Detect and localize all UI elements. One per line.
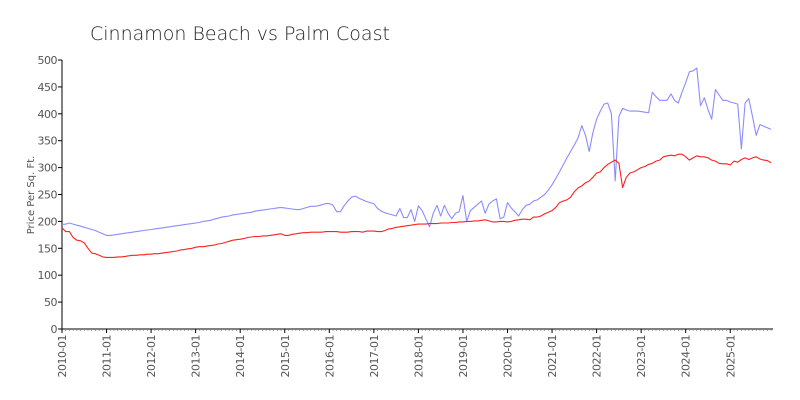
x-tick-label: 2022-01 [591,335,604,377]
y-tick-label: 0 [51,323,58,336]
x-tick-label: 2018-01 [412,335,425,377]
chart-title: Cinnamon Beach vs Palm Coast [90,23,390,45]
x-tick-label: 2021-01 [546,335,559,377]
series-line-cinnamon-beach [61,67,772,236]
x-tick-label: 2010-01 [56,335,69,377]
x-tick-label: 2019-01 [457,335,470,377]
y-tick-label: 450 [38,81,58,94]
y-tick-label: 250 [38,189,58,202]
x-tick-label: 2023-01 [635,335,648,377]
x-tick-label: 2017-01 [368,335,381,377]
y-tick-label: 100 [38,269,58,282]
series-line-palm-coast [61,153,772,258]
y-tick-label: 50 [44,296,57,309]
y-axis-label: Price Per Sq. Ft. [26,156,37,235]
x-tick-label: 2015-01 [279,335,292,377]
y-tick-label: 500 [38,54,58,67]
y-tick-label: 400 [38,108,58,121]
x-tick-label: 2013-01 [190,335,203,377]
x-tick-label: 2014-01 [234,335,247,377]
y-tick-label: 350 [38,135,58,148]
x-tick-label: 2011-01 [101,335,114,377]
x-tick-label: 2012-01 [145,335,158,377]
x-tick-label: 2025-01 [724,335,737,377]
y-tick-label: 200 [38,215,58,228]
y-tick-label: 300 [38,162,58,175]
x-tick-label: 2016-01 [323,335,336,377]
x-tick-label: 2024-01 [680,335,693,377]
x-tick-label: 2020-01 [502,335,515,377]
y-tick-label: 150 [38,242,58,255]
